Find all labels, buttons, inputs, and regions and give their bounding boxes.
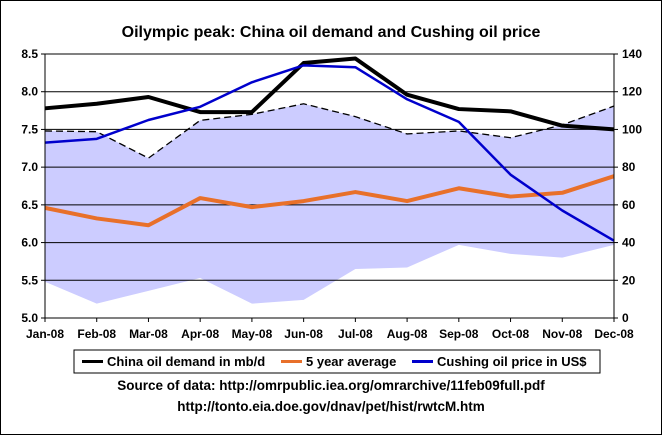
legend-label: 5 year average [306,354,396,369]
y-left-tick-label: 5.0 [21,311,38,325]
legend-box [73,349,601,374]
x-tick-label: Feb-08 [77,327,116,341]
x-tick-label: Jul-08 [338,327,373,341]
y-left-tick-label: 7.5 [21,122,38,136]
y-right-tick-label: 40 [622,236,636,250]
y-left-tick-label: 7.0 [21,160,38,174]
x-tick-label: Nov-08 [542,327,582,341]
source-line-1: Source of data: http://omrpublic.iea.org… [117,378,545,393]
y-right-tick-label: 60 [622,198,636,212]
band-layer [44,103,615,304]
legend-label: Cushing oil price in US$ [437,354,587,369]
y-left-tick-label: 6.0 [21,236,38,250]
series-layer [44,56,615,242]
x-tick-label: Aug-08 [387,327,428,341]
y-right-tick-label: 140 [622,47,642,61]
y-left-tick-label: 5.5 [21,273,38,287]
axis-layer: 5.0 5.5 6.0 6.5 7.0 7.5 8.0 8.5 0 20 40 60 80 100 120 1… [21,47,642,341]
legend: China oil demand in mb/d 5 year average Cu… [73,349,601,374]
y-right-tick-label: 120 [622,85,642,99]
y-right-tick-label: 100 [622,122,642,136]
y-left-tick-label: 8.0 [21,85,38,99]
band-upper-dashed [44,103,615,159]
x-tick-label: Sep-08 [439,327,479,341]
range-band [45,103,614,304]
series-line [44,56,615,132]
legend-label: China oil demand in mb/d [107,354,265,369]
x-tick-label: Jun-08 [284,327,323,341]
x-tick-label: May-08 [232,327,273,341]
y-right-tick-label: 0 [622,311,629,325]
x-tick-label: Dec-08 [594,327,634,341]
x-tick-label: Mar-08 [129,327,168,341]
source-line-2: http://tonto.eia.doe.gov/dnav/pet/hist/r… [177,399,485,414]
chart: Oilympic peak: China oil demand and Cush… [21,24,642,374]
y-right-tick-label: 80 [622,160,636,174]
chart-title: Oilympic peak: China oil demand and Cush… [122,24,541,41]
x-tick-label: Apr-08 [181,327,219,341]
y-left-tick-label: 6.5 [21,198,38,212]
x-tick-label: Oct-08 [492,327,530,341]
x-tick-label: Jan-08 [26,327,64,341]
series-line [44,174,615,228]
y-left-tick-label: 8.5 [21,47,38,61]
y-right-tick-label: 20 [622,273,636,287]
series-line [44,64,615,242]
